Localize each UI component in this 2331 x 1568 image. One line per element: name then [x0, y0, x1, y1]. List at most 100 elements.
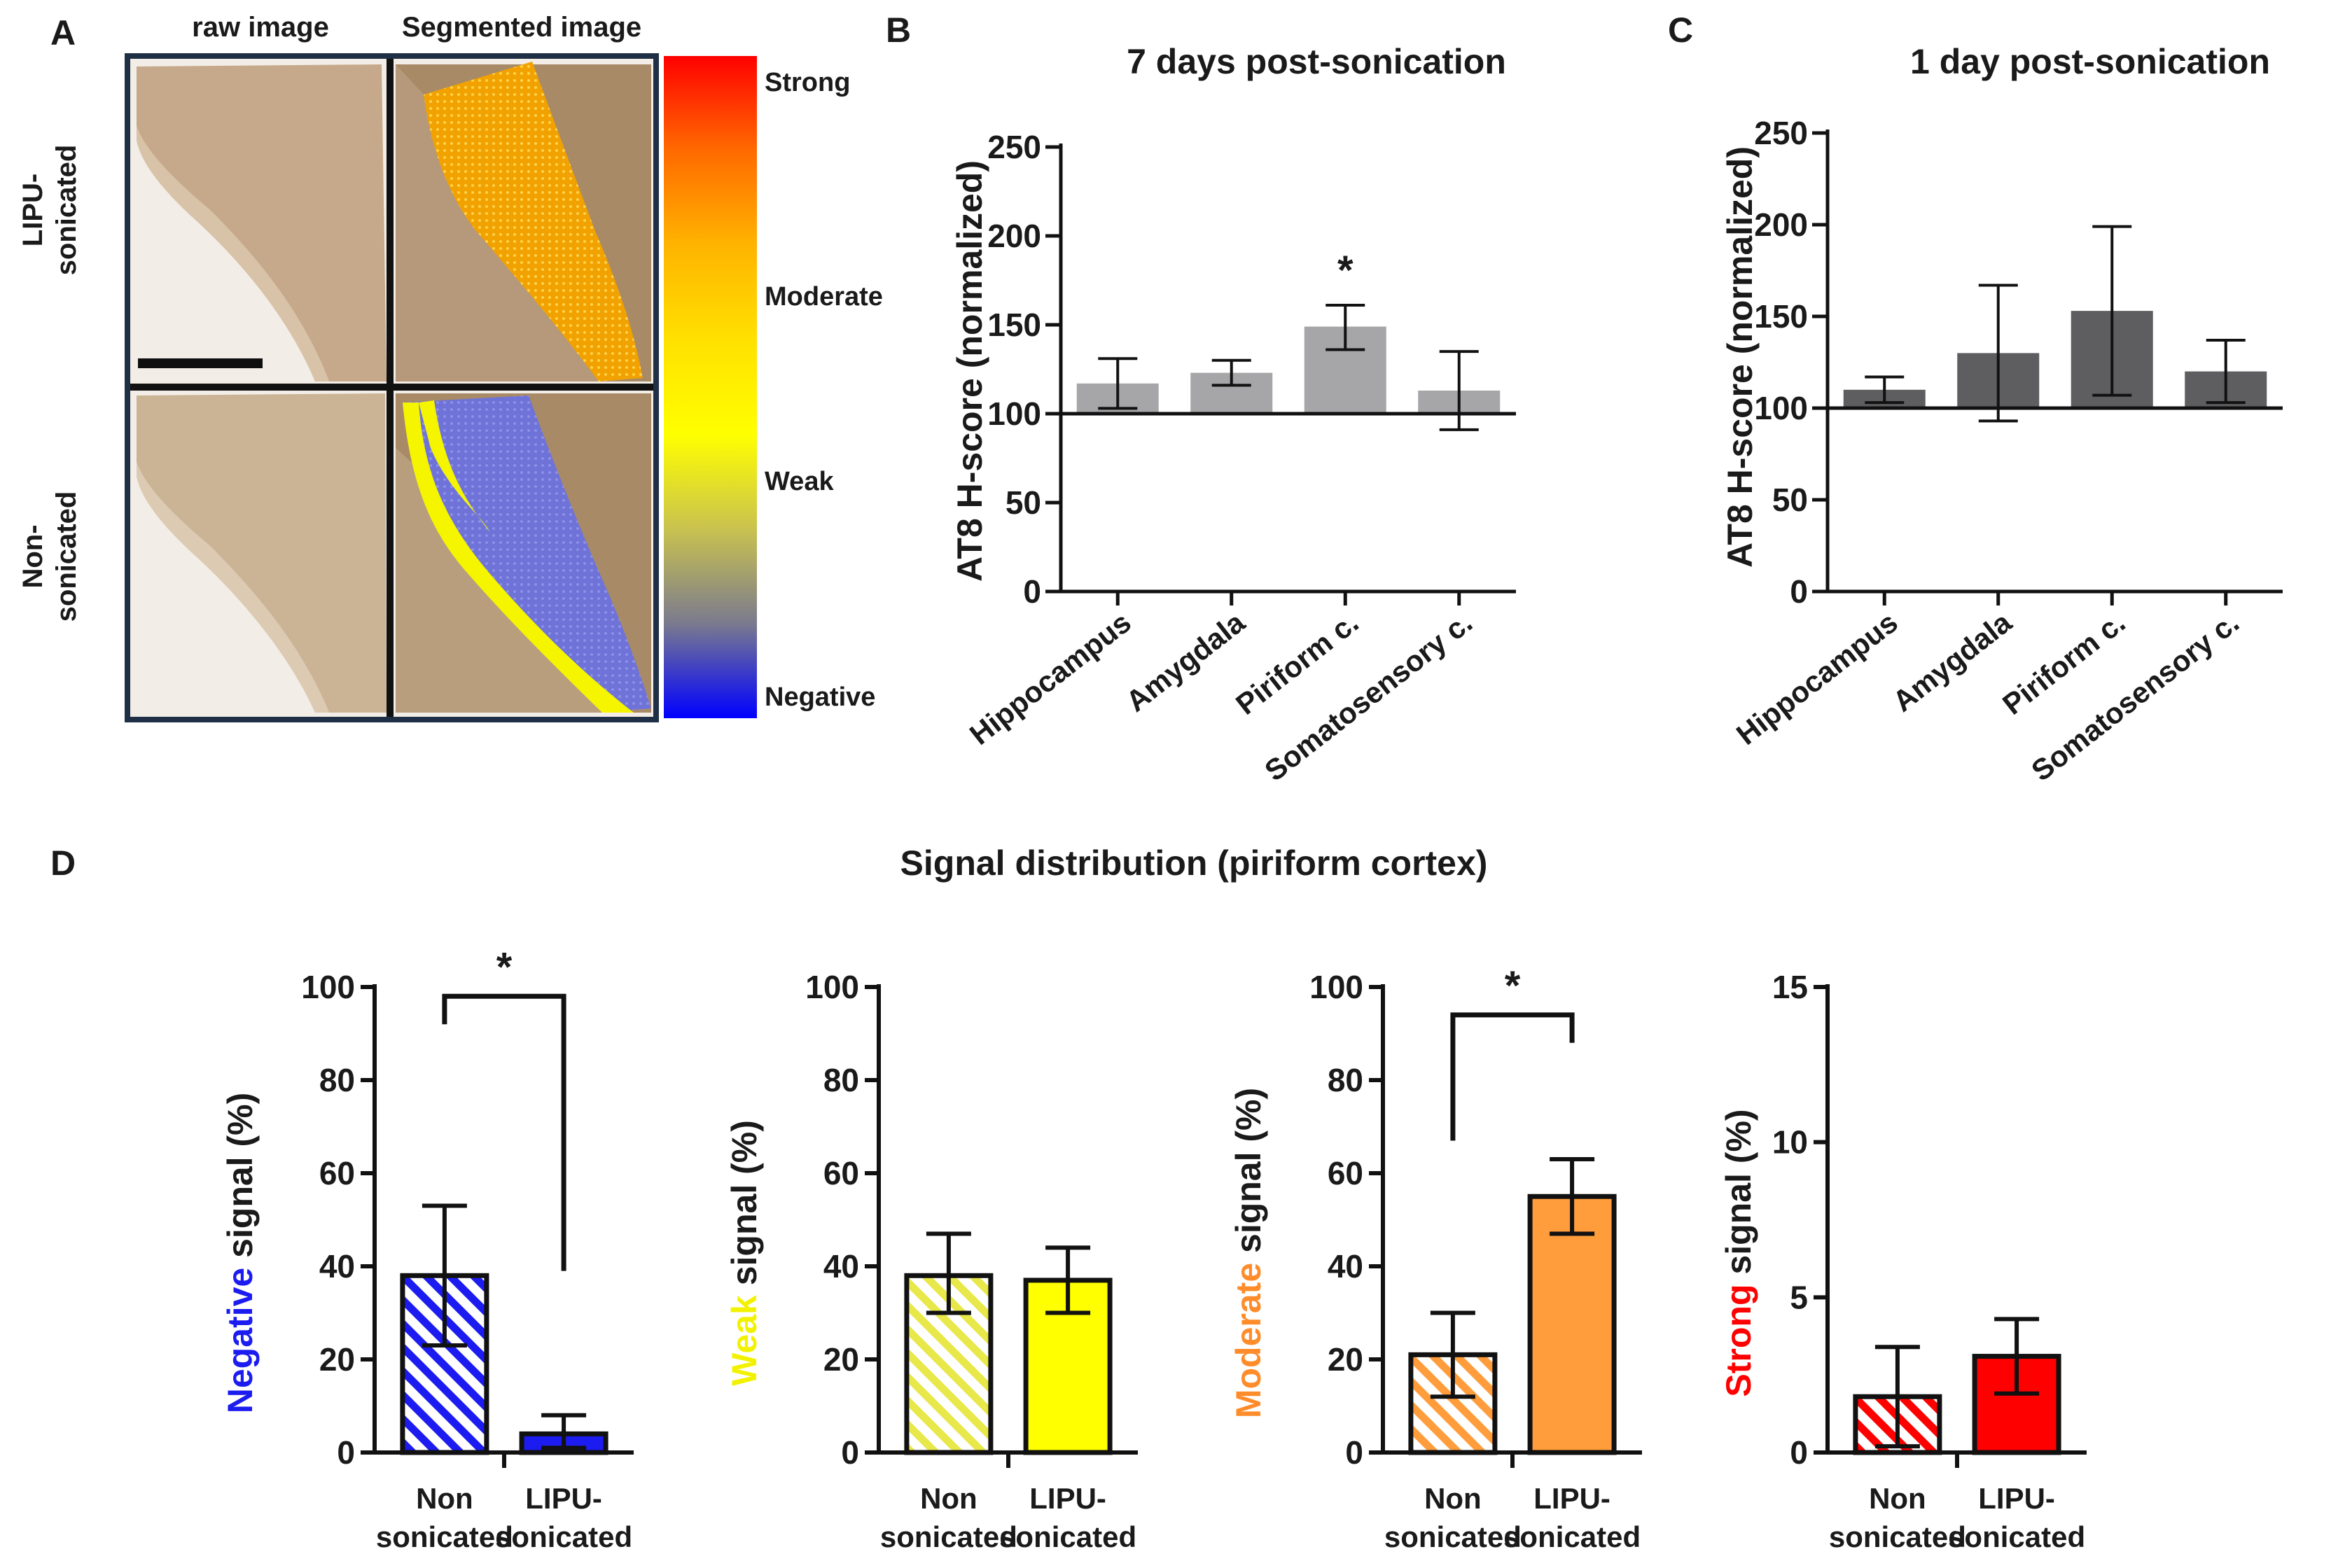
y-tick-label-150: 150 — [1754, 298, 1808, 335]
chart-d2: 0 20 40 60 80 100 Non sonicated LIPU-sonicated — [805, 969, 1138, 1553]
x-tick-label-0-1: sonicated — [376, 1520, 513, 1553]
x-tick-label-1-0: LIPU- — [1978, 1482, 2055, 1515]
significance-star: * — [496, 944, 513, 990]
d2-ylabel: Weak signal (%) — [725, 1120, 764, 1386]
raw-image-non — [137, 393, 387, 713]
y-tick-label-200: 200 — [987, 218, 1041, 254]
panel-b-title: 7 days post-sonication — [1127, 42, 1506, 81]
row-label-non-line1: Non- — [18, 524, 48, 588]
scale-label-negative: Negative — [765, 682, 875, 712]
y-tick-label-100: 100 — [1309, 969, 1363, 1005]
d3-ylabel: Moderate signal (%) — [1229, 1088, 1268, 1418]
y-tick-label-250: 250 — [1754, 115, 1808, 151]
chart-d1: 0 20 40 60 80 100 Non sonicated LIPU-sonicated * — [301, 944, 634, 1553]
x-tick-label-0-0: Non — [416, 1482, 473, 1515]
x-tick-label-0-0: Non — [1424, 1482, 1482, 1515]
panel-a: A raw image Segmented image LIPU- sonica… — [18, 12, 883, 722]
panel-d-title: Signal distribution (piriform cortex) — [900, 844, 1488, 883]
panel-a-letter: A — [50, 13, 76, 52]
d2-ylabel-rest: signal (%) — [725, 1120, 764, 1295]
x-tick-label-0: Hippocampus — [1730, 606, 1904, 751]
y-tick-label-100: 100 — [301, 969, 355, 1005]
raw-image-header: raw image — [192, 12, 329, 43]
panel-b-letter: B — [886, 10, 911, 50]
y-tick-label-80: 80 — [319, 1062, 355, 1098]
y-tick-label-0: 0 — [1023, 573, 1041, 610]
panel-d-letter: D — [50, 844, 76, 883]
y-tick-label-50: 50 — [1772, 482, 1808, 518]
row-label-lipu-line1: LIPU- — [18, 174, 48, 246]
y-tick-label-100: 100 — [805, 969, 859, 1005]
y-tick-label-80: 80 — [1328, 1062, 1363, 1098]
segmented-image-non — [396, 393, 651, 713]
y-tick-label-5: 5 — [1790, 1279, 1808, 1315]
y-tick-label-60: 60 — [1328, 1155, 1363, 1191]
intensity-color-scale — [664, 56, 757, 718]
row-label-non-line2: sonicated — [51, 491, 82, 622]
significance-bracket — [442, 993, 566, 1271]
chart-b: 050100150200250HippocampusAmygdalaPirifo… — [963, 129, 1516, 788]
y-tick-label-20: 20 — [1328, 1341, 1363, 1378]
x-tick-label-1-1: sonicated — [495, 1520, 632, 1553]
negative-segmentation-region — [403, 396, 651, 713]
segmented-image-lipu — [396, 62, 651, 382]
y-tick-label-80: 80 — [823, 1062, 859, 1098]
panel-c-letter: C — [1668, 10, 1693, 50]
x-tick-label-3: Somatosensory c. — [2025, 606, 2245, 788]
moderate-segmentation-region — [424, 62, 643, 382]
d1-ylabel-colored-word: Negative — [221, 1268, 260, 1413]
image-grid-frame — [125, 53, 659, 722]
x-tick-label-1: Amygdala — [1886, 606, 2018, 718]
x-tick-label-0-0: Non — [1869, 1482, 1926, 1515]
x-tick-label-1-0: LIPU- — [525, 1482, 602, 1515]
y-tick-label-0: 0 — [1790, 1434, 1808, 1471]
x-tick-label-1-1: sonicated — [1948, 1520, 2085, 1553]
x-tick-label-0-1: sonicated — [1384, 1520, 1522, 1553]
y-tick-label-10: 10 — [1772, 1124, 1808, 1161]
y-tick-label-100: 100 — [987, 396, 1041, 432]
x-tick-label-0-0: Non — [920, 1482, 977, 1515]
x-tick-label-1-0: LIPU- — [1533, 1482, 1610, 1515]
y-tick-label-20: 20 — [319, 1341, 355, 1378]
significance-star: * — [1505, 963, 1521, 1009]
x-tick-label-0-1: sonicated — [880, 1520, 1017, 1553]
x-tick-label-1: Amygdala — [1120, 606, 1251, 718]
d2-ylabel-colored-word: Weak — [725, 1295, 764, 1386]
y-tick-label-60: 60 — [823, 1155, 859, 1191]
d1-ylabel-rest: signal (%) — [221, 1093, 260, 1268]
y-tick-label-40: 40 — [1328, 1248, 1363, 1284]
y-tick-label-15: 15 — [1772, 969, 1808, 1005]
x-tick-label-1-1: sonicated — [1503, 1520, 1641, 1553]
y-tick-label-0: 0 — [1345, 1434, 1363, 1471]
y-tick-label-0: 0 — [337, 1434, 355, 1471]
panel-b-ylabel: AT8 H-score (normalized) — [950, 160, 989, 582]
d4-ylabel: Strong signal (%) — [1719, 1109, 1758, 1396]
d1-ylabel: Negative signal (%) — [221, 1093, 260, 1413]
y-tick-label-50: 50 — [1006, 484, 1041, 521]
row-label-lipu-line2: sonicated — [51, 145, 82, 276]
d4-ylabel-rest: signal (%) — [1719, 1109, 1758, 1284]
y-tick-label-40: 40 — [319, 1248, 355, 1284]
x-tick-label-1-0: LIPU- — [1029, 1482, 1106, 1515]
y-tick-label-40: 40 — [823, 1248, 859, 1284]
x-tick-label-3: Somatosensory c. — [1258, 606, 1478, 788]
d3-ylabel-colored-word: Moderate — [1229, 1263, 1268, 1418]
y-tick-label-0: 0 — [1790, 573, 1808, 610]
y-tick-label-250: 250 — [987, 129, 1041, 165]
scale-label-moderate: Moderate — [765, 282, 883, 312]
y-tick-label-200: 200 — [1754, 206, 1808, 243]
x-tick-label-0: Hippocampus — [963, 606, 1137, 751]
y-tick-label-0: 0 — [841, 1434, 859, 1471]
y-tick-label-100: 100 — [1754, 390, 1808, 426]
panel-c-title: 1 day post-sonication — [1910, 42, 2270, 81]
significance-star-0: * — [1337, 248, 1354, 293]
scale-label-strong: Strong — [765, 68, 850, 97]
chart-d4: 0 5 10 15 Non sonicated LIPU-sonicated — [1772, 969, 2087, 1553]
scale-bar — [138, 358, 263, 368]
raw-image-lipu — [137, 64, 387, 382]
panel-c-ylabel: AT8 H-score (normalized) — [1720, 146, 1760, 568]
scale-label-weak: Weak — [765, 467, 834, 496]
y-tick-label-150: 150 — [987, 307, 1041, 343]
segmented-image-header: Segmented image — [402, 12, 641, 43]
